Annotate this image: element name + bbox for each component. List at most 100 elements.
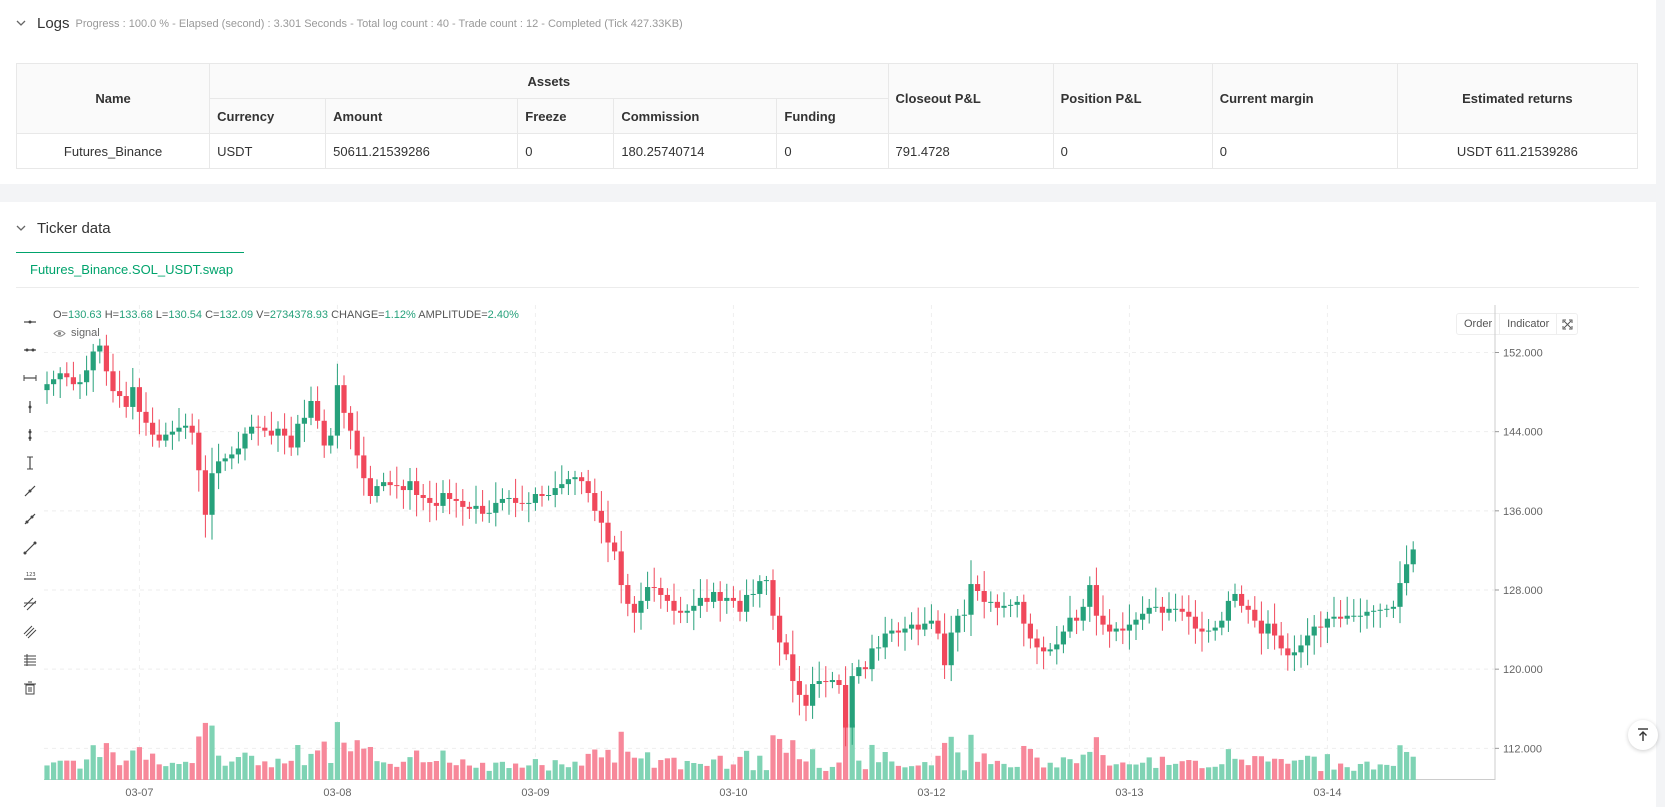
volume-bar [202,722,208,780]
candle-body [97,345,103,352]
volume-bar [532,759,538,780]
vertical-ray-icon[interactable] [20,425,40,445]
ticker-header[interactable]: Ticker data [16,217,111,239]
candle-body [981,590,987,602]
volume-bar [757,755,763,780]
candle-body [948,632,954,666]
volume-bar [64,760,70,780]
horizontal-segment-icon[interactable] [20,368,40,388]
volume-bar [928,765,934,780]
candle-body [711,591,717,602]
order-button[interactable]: Order [1457,314,1501,334]
volume-bar [1351,770,1357,780]
fullscreen-icon[interactable] [1557,314,1577,334]
fibonacci-icon[interactable] [20,650,40,670]
volume-bar [189,763,195,780]
candle-body [889,630,895,634]
candle-body [1192,616,1198,629]
candle-body [103,345,109,372]
volume-bar [975,761,981,780]
scroll-to-top-button[interactable] [1628,720,1658,750]
volume-bar [394,766,400,780]
volume-bar [684,760,690,780]
candle-body [255,426,261,428]
horizontal-line-icon[interactable] [20,312,40,332]
logs-header[interactable]: Logs Progress : 100.0 % - Elapsed (secon… [16,12,683,34]
segment-line-icon[interactable] [20,538,40,558]
volume-bar [572,761,578,780]
amplitude-label: AMPLITUDE= [418,309,488,321]
candle-body [394,485,400,487]
candle-body [684,610,690,613]
candle-body [1146,607,1152,614]
parallel-lines-icon[interactable] [20,594,40,614]
channel-icon[interactable] [20,622,40,642]
candle-body [928,620,934,624]
price-line-icon[interactable]: 123 [20,566,40,586]
volume-value: 2734378.93 [269,309,329,321]
candle-body [750,593,756,595]
ray-line-icon[interactable] [20,509,40,529]
volume-bar [1212,766,1218,780]
candlestick-chart[interactable]: 152.000 144.000 136.000 128.000 120.000 112.0… [44,305,1589,799]
volume-bar [1404,751,1410,780]
candle-body [407,481,413,491]
volume-bar [367,746,373,780]
volume-bar [988,764,994,780]
candle-body [308,400,314,418]
volume-bar [209,725,215,780]
candle-body [1357,615,1363,617]
vertical-segment-icon[interactable] [20,453,40,473]
trash-icon[interactable] [20,678,40,698]
horizontal-ray-icon[interactable] [20,340,40,360]
cell-current-margin: 0 [1211,133,1398,169]
candle-body [473,505,479,509]
signal-indicator-row[interactable]: signal [53,327,100,339]
volume-bar [268,767,274,780]
eye-icon[interactable] [53,329,66,338]
volume-bar [790,740,796,780]
candle-body [1232,593,1238,601]
candle-body [1390,606,1396,609]
candle-body [1252,609,1258,621]
volume-bar [1384,764,1390,780]
volume-bar [136,747,142,780]
candle-body [1384,608,1390,610]
candle-body [1245,605,1251,610]
volume-bar [354,740,360,780]
volume-bar [810,749,816,780]
vertical-line-icon[interactable] [20,397,40,417]
candle-body [1173,608,1179,610]
cell-closeout-pnl: 791.4728 [887,133,1054,169]
volume-bar [1225,749,1231,780]
change-label: CHANGE= [331,309,385,321]
tab-sol-usdt-swap[interactable]: Futures_Binance.SOL_USDT.swap [16,252,244,286]
candle-body [1272,623,1278,636]
candle-body [150,422,156,435]
candle-body [645,587,651,601]
candle-body [638,600,644,613]
volume-bar [1371,769,1377,780]
volume-bar [169,762,175,780]
candle-body [803,694,809,706]
volume-bar [103,743,109,780]
candle-body [1126,624,1132,631]
volume-bar [803,761,809,780]
volume-bar [1166,764,1172,780]
volume-bar [856,760,862,780]
candle-body [480,505,486,514]
candle-body [605,522,611,543]
candle-body [196,432,202,471]
indicator-button[interactable]: Indicator [1500,314,1558,334]
volume-bar [222,765,228,780]
volume-bar [961,770,967,780]
volume-bar [1258,756,1264,780]
volume-bar [1318,771,1324,780]
candle-body [546,495,552,496]
y-tick-label: 152.000 [1503,348,1543,360]
candle-body [235,448,241,455]
candle-body [915,624,921,630]
trend-line-icon[interactable] [20,481,40,501]
chevron-down-icon[interactable] [16,223,26,233]
chevron-down-icon[interactable] [16,18,26,28]
